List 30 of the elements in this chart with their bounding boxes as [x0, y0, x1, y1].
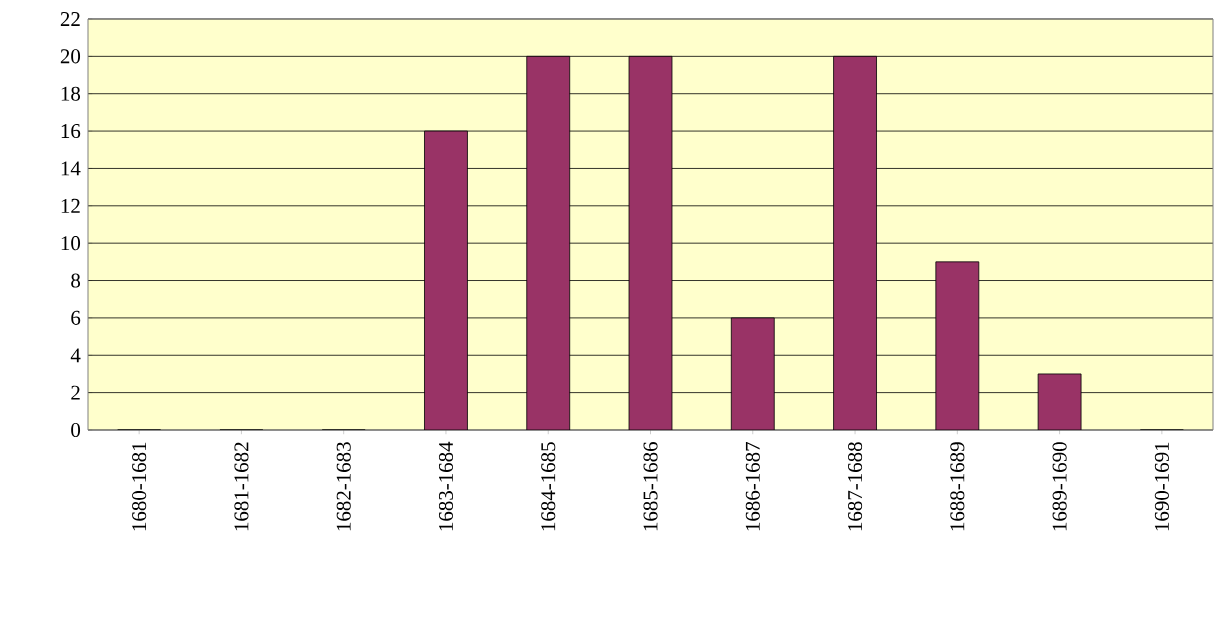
x-tick-label: 1687-1688	[848, 442, 863, 531]
bar	[935, 261, 980, 430]
x-tick-label: 1680-1681	[132, 442, 147, 531]
bar	[730, 317, 775, 430]
y-tick-label: 22	[60, 12, 80, 26]
x-tick-label: 1689-1690	[1052, 442, 1067, 531]
y-tick-label: 2	[71, 385, 80, 400]
x-tick-label: 1683-1684	[438, 441, 454, 531]
y-tick-label: 0	[71, 422, 81, 438]
x-tick-label: 1686-1687	[745, 442, 760, 531]
bar	[833, 55, 877, 430]
y-tick-label: 6	[71, 310, 81, 325]
bar	[628, 55, 673, 430]
y-tick-label: 18	[61, 86, 81, 101]
y-tick-label: 8	[71, 273, 81, 288]
y-tick-label: 10	[61, 236, 81, 251]
x-tick-label: 1688-1689	[950, 442, 965, 531]
x-tick-label: 1682-1683	[336, 442, 351, 531]
x-tick-label: 1685-1686	[643, 442, 658, 531]
y-tick-label: 12	[61, 198, 80, 213]
y-tick-label: 14	[61, 161, 81, 176]
y-tick-label: 16	[61, 124, 81, 139]
y-tick-label: 20	[60, 49, 81, 64]
bar	[1037, 373, 1082, 430]
y-tick-label: 4	[70, 348, 81, 363]
x-tick-label: 1681-1682	[234, 442, 249, 531]
x-tick-label: 1690-1691	[1154, 442, 1169, 531]
bar	[526, 55, 571, 430]
bar	[424, 130, 468, 430]
x-tick-label: 1684-1685	[541, 442, 556, 531]
